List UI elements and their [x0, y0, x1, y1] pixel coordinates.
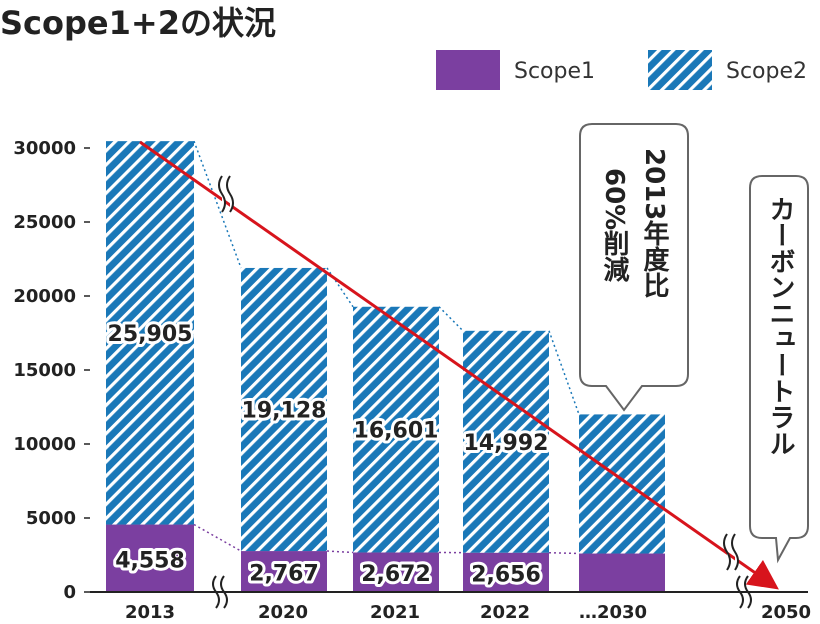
connector-scope2: [193, 140, 242, 269]
x-tick-label: 2050: [761, 602, 811, 623]
legend-swatch-scope1: [436, 50, 500, 90]
reduction-arrow: [139, 140, 779, 590]
legend-swatch-scope2: [648, 50, 712, 90]
x-axis: 2013 2020 2021 2022 …2030 2050: [125, 602, 811, 623]
y-tick-label: 25000: [13, 212, 76, 233]
line-break-mark: [218, 175, 226, 213]
bar-scope2: [353, 306, 439, 553]
y-tick-label: 10000: [13, 434, 76, 455]
callout-text-reduction: 60%削減: [599, 168, 629, 283]
line-break-mark: [723, 533, 731, 571]
bar-scope1: [106, 524, 194, 592]
connector-scope2: [548, 330, 580, 415]
chart-title: Scope1+2の状況: [0, 4, 276, 42]
y-tick-label: 30000: [13, 138, 76, 159]
bar-scope2: [579, 414, 665, 554]
y-tick-label: 20000: [13, 286, 76, 307]
bar-scope1: [463, 552, 549, 592]
connector-lines: [193, 140, 580, 555]
legend-label-scope1: Scope1: [514, 59, 595, 84]
y-tick-label: 15000: [13, 360, 76, 381]
line-break-mark: [226, 175, 234, 213]
bar-scope1: [241, 551, 327, 592]
callout-reduction: 60%削減 2013年度比: [579, 123, 689, 412]
legend: Scope1 Scope2: [436, 50, 807, 90]
callout-bubble: [749, 175, 809, 564]
bar-scope1: [353, 552, 439, 592]
y-tick-label: 5000: [26, 508, 76, 529]
axis-break-mark: [220, 575, 228, 609]
data-label-scope1: 2,767: [249, 562, 319, 587]
axis-break-mark: [736, 575, 744, 609]
bar-scope2: [241, 267, 327, 552]
data-label-scope1: 2,672: [361, 562, 431, 587]
data-label-scope1: 2,656: [471, 562, 541, 587]
callout-text-neutral: カーボンニュートラル: [765, 196, 795, 456]
connector-scope1: [326, 550, 354, 554]
x-tick-label: 2021: [370, 602, 420, 623]
x-tick-label: 2020: [258, 602, 308, 623]
bar-scope2: [463, 330, 549, 553]
callout-text-basis: 2013年度比: [639, 148, 669, 299]
y-tick-label: 0: [63, 582, 76, 603]
connector-scope1: [548, 551, 580, 555]
data-label-scope2: 19,128: [242, 399, 327, 424]
y-axis: 0 5000 10000 15000 20000 25000 30000: [13, 138, 90, 603]
callout-neutral: カーボンニュートラル: [749, 175, 809, 564]
data-label-scope1: 4,558: [115, 548, 185, 573]
data-label-scope2: 14,992: [464, 431, 549, 456]
x-tick-label: …2030: [579, 602, 647, 623]
axis-break-marks: [212, 575, 752, 609]
x-tick-label: 2022: [480, 602, 530, 623]
line-break-mark: [731, 533, 739, 571]
callout-bubble: [579, 123, 689, 412]
data-label-scope2: 16,601: [354, 419, 439, 444]
axis-break-mark: [212, 575, 220, 609]
data-label-scope2: 25,905: [108, 322, 193, 347]
bar-scope2: [106, 141, 194, 525]
legend-label-scope2: Scope2: [726, 59, 807, 84]
bar-scope1: [579, 553, 665, 592]
line-break-marks: [218, 175, 739, 571]
data-labels: 25,905 19,128 16,601 14,992 4,558 2,767 2,672 2…: [105, 319, 552, 591]
x-tick-label: 2013: [125, 602, 175, 623]
bars: [106, 141, 665, 592]
axis-break-mark: [744, 575, 752, 609]
connector-scope2: [438, 306, 464, 332]
connector-scope1: [193, 523, 242, 552]
